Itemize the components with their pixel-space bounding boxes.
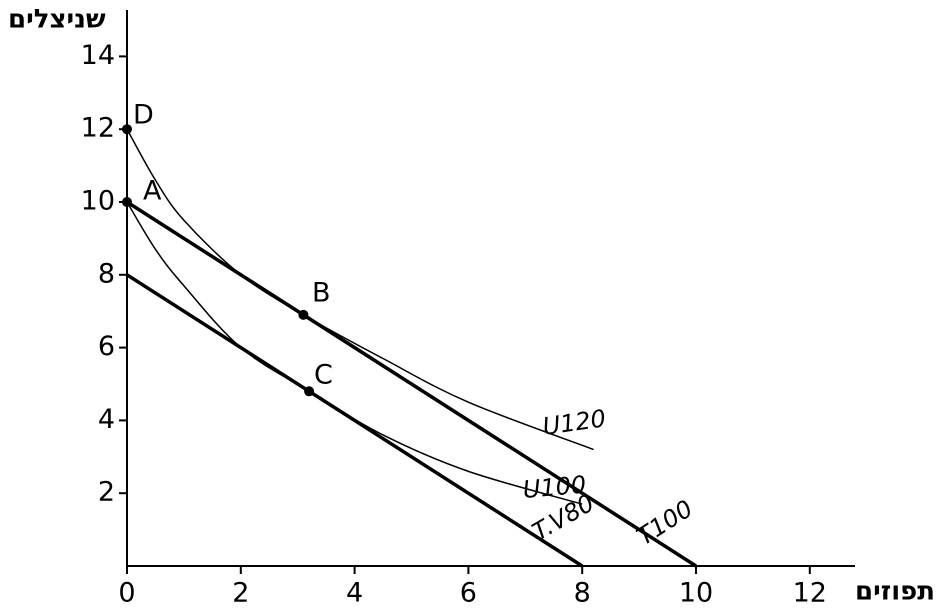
point [304, 386, 315, 397]
series-label: U100 [522, 471, 588, 504]
point-label: B [312, 278, 331, 309]
line [126, 273, 584, 568]
series-label: U120 [541, 404, 608, 441]
point [122, 124, 132, 135]
x-tick-label: 4 [346, 578, 363, 609]
x-tick-label: 12 [793, 578, 827, 609]
point-label: D [133, 100, 154, 131]
y-tick-label: 14 [81, 40, 115, 71]
line [126, 201, 583, 505]
y-tick-label: 4 [98, 404, 115, 435]
point [122, 197, 132, 207]
x-tick-label: 2 [232, 578, 249, 609]
y-tick-label: 10 [81, 186, 115, 217]
x-tick-label: 6 [460, 578, 477, 609]
x-tick-label: 10 [679, 578, 713, 609]
series-label: T100 [632, 494, 698, 550]
y-tick-label: 6 [98, 331, 115, 362]
y-axis-title: שניצלים [8, 5, 106, 35]
line [126, 128, 594, 451]
x-tick-label: 0 [118, 578, 135, 609]
y-tick-label: 12 [81, 113, 115, 144]
point-label: C [314, 360, 333, 391]
point-label: A [143, 176, 162, 207]
y-tick-label: 8 [98, 258, 115, 289]
x-tick-label: 8 [574, 578, 591, 609]
y-tick-label: 2 [98, 477, 115, 508]
point [298, 309, 309, 320]
x-axis-title: תפוזים [855, 577, 935, 607]
line [126, 200, 697, 568]
